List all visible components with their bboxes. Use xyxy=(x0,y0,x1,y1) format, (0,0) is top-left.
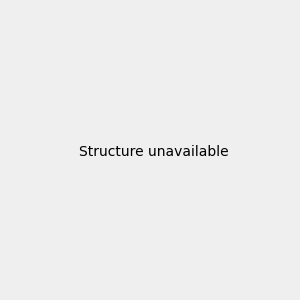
Text: Structure unavailable: Structure unavailable xyxy=(79,145,229,158)
